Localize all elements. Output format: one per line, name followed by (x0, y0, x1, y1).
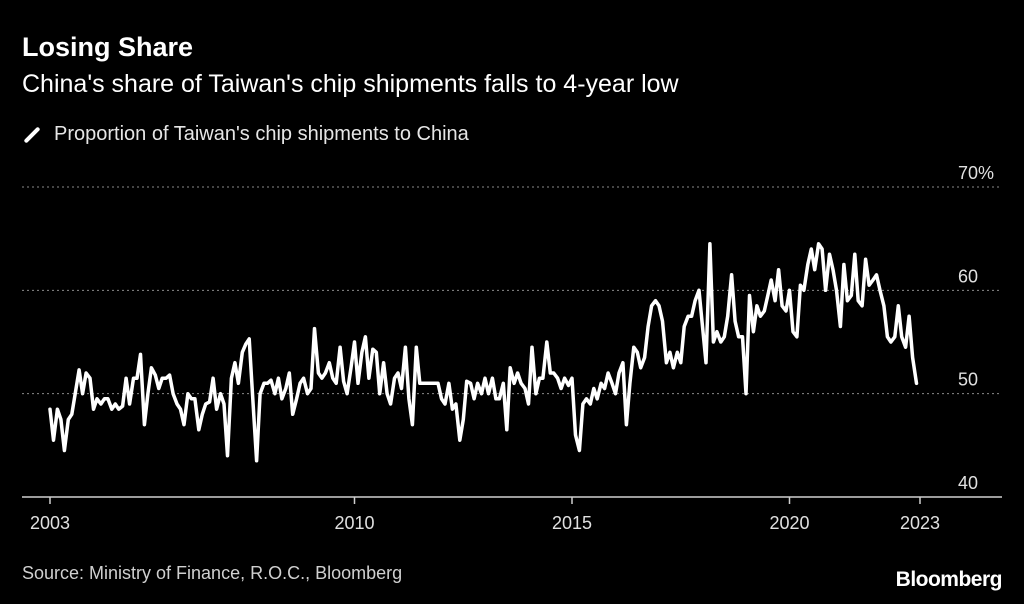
legend-label: Proportion of Taiwan's chip shipments to… (54, 123, 469, 145)
y-axis-labels: 40 50 60 70% (958, 163, 994, 493)
x-tick-label-2003: 2003 (30, 513, 70, 533)
x-axis: 2003 2010 2015 2020 2023 (30, 497, 940, 533)
x-tick-label-2020: 2020 (769, 513, 809, 533)
x-tick-label-2023: 2023 (900, 513, 940, 533)
series-layer (48, 242, 919, 463)
chart-subtitle: China's share of Taiwan's chip shipments… (22, 70, 679, 98)
series-line-0 (48, 242, 919, 463)
y-tick-label-50: 50 (958, 370, 978, 390)
legend: Proportion of Taiwan's chip shipments to… (22, 123, 469, 146)
bloomberg-logo: Bloomberg (895, 568, 1003, 591)
x-tick-label-2015: 2015 (552, 513, 592, 533)
x-tick-label-2010: 2010 (334, 513, 374, 533)
y-tick-label-60: 60 (958, 266, 978, 286)
source-note: Source: Ministry of Finance, R.O.C., Blo… (22, 563, 403, 583)
gridlines (22, 186, 1002, 498)
y-tick-label-40: 40 (958, 473, 978, 493)
y-tick-label-70: 70% (958, 163, 994, 183)
chart-title: Losing Share (22, 32, 194, 62)
